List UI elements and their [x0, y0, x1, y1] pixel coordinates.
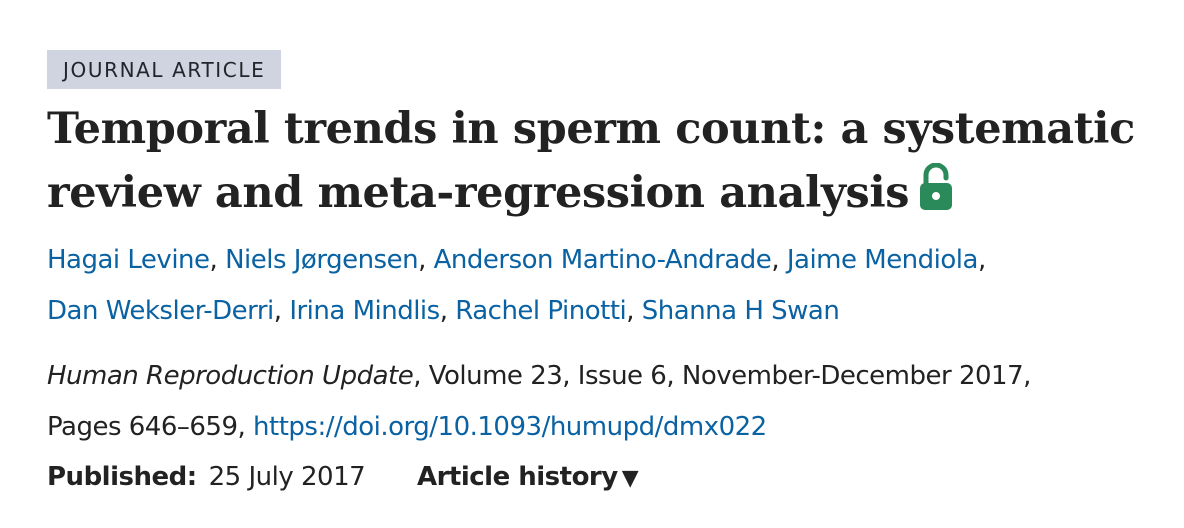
publication-info: Published: 25 July 2017 Article history ▼ — [47, 453, 1167, 503]
article-history-toggle[interactable]: Article history ▼ — [416, 462, 639, 492]
title-line-2: review and meta-regression analysis — [47, 168, 910, 218]
author-link[interactable]: Shanna H Swan — [641, 296, 840, 326]
author-link[interactable]: Irina Mindlis — [289, 296, 440, 326]
published-date: 25 July 2017 — [208, 462, 366, 492]
author-link[interactable]: Anderson Martino-Andrade — [433, 245, 772, 275]
open-access-lock-icon — [919, 162, 953, 229]
article-history-label: Article history — [416, 462, 618, 492]
citation-details: , Volume 23, Issue 6, November-December … — [413, 361, 1031, 391]
triangle-down-icon: ▼ — [621, 466, 639, 491]
author-link[interactable]: Jaime Mendiola — [786, 245, 979, 275]
article-title: Temporal trends in sperm count: a system… — [47, 97, 1167, 229]
citation-pages: Pages 646–659, — [47, 412, 254, 442]
author-link[interactable]: Dan Weksler-Derri — [47, 296, 274, 326]
citation: Human Reproduction Update, Volume 23, Is… — [47, 351, 1167, 453]
article-header: JOURNAL ARTICLE Temporal trends in sperm… — [47, 50, 1167, 503]
title-line-1: Temporal trends in sperm count: a system… — [47, 104, 1135, 154]
published-label: Published: — [47, 462, 197, 492]
author-link[interactable]: Hagai Levine — [47, 245, 210, 275]
journal-name: Human Reproduction Update — [47, 361, 414, 391]
author-list: Hagai Levine, Niels Jørgensen, Anderson … — [47, 245, 986, 326]
author-link[interactable]: Niels Jørgensen — [225, 245, 419, 275]
author-link[interactable]: Rachel Pinotti — [455, 296, 627, 326]
doi-link[interactable]: https://doi.org/10.1093/humupd/dmx022 — [253, 412, 767, 442]
article-type-badge: JOURNAL ARTICLE — [47, 50, 282, 89]
